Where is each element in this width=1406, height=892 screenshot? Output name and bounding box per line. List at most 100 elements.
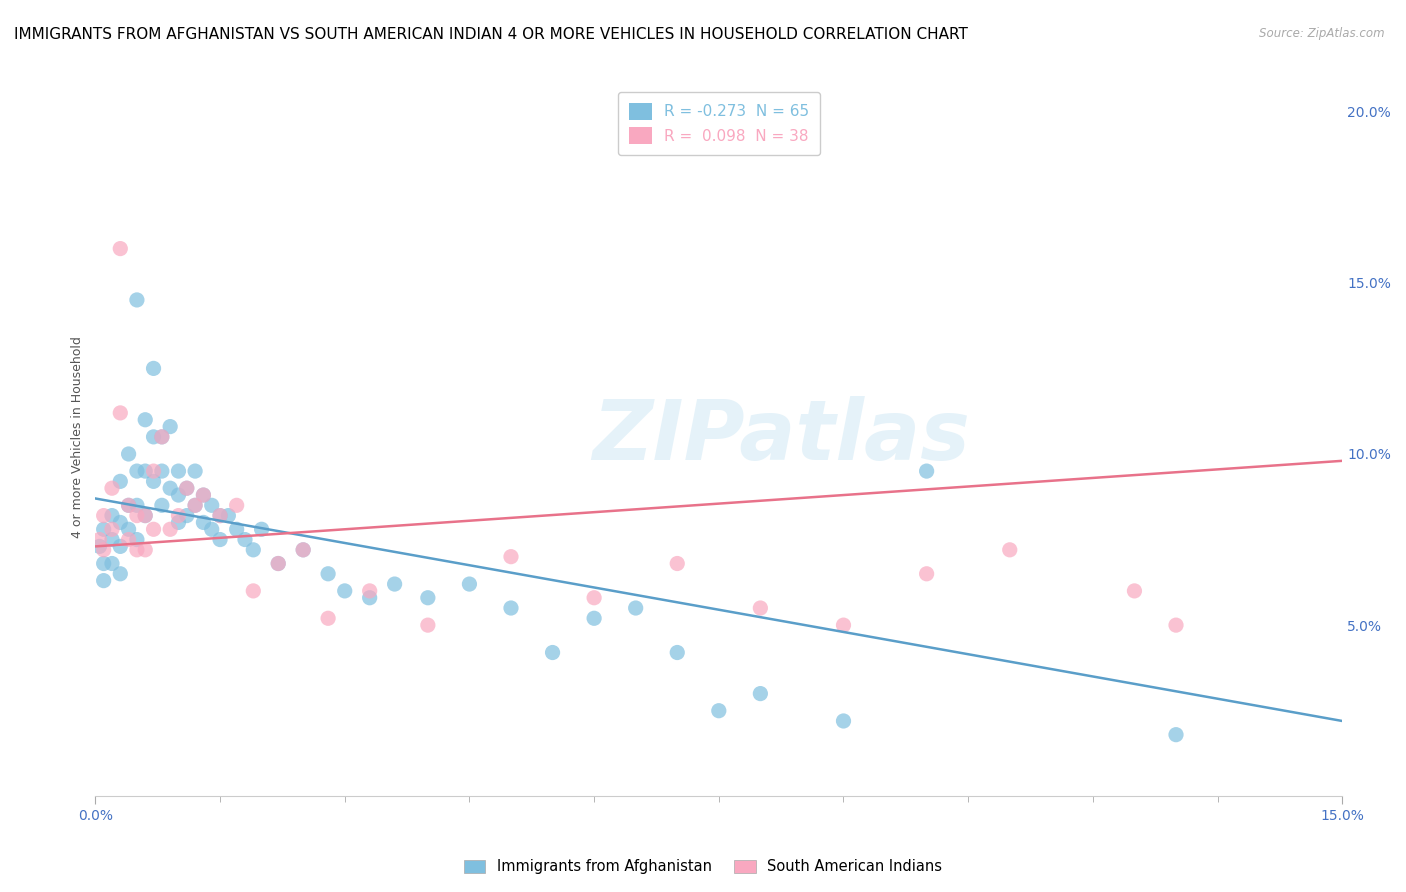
Point <box>209 508 232 523</box>
Point <box>125 508 148 523</box>
Point <box>217 508 239 523</box>
Point <box>193 488 215 502</box>
Point <box>101 533 124 547</box>
Point <box>316 566 339 581</box>
Point <box>117 447 139 461</box>
Point <box>915 464 938 478</box>
Point <box>89 533 111 547</box>
Point <box>159 419 181 434</box>
Y-axis label: 4 or more Vehicles in Household: 4 or more Vehicles in Household <box>72 336 84 538</box>
Point <box>110 406 132 420</box>
Point <box>176 481 198 495</box>
Point <box>110 242 132 256</box>
Text: IMMIGRANTS FROM AFGHANISTAN VS SOUTH AMERICAN INDIAN 4 OR MORE VEHICLES IN HOUSE: IMMIGRANTS FROM AFGHANISTAN VS SOUTH AME… <box>14 27 967 42</box>
Point <box>176 481 198 495</box>
Point <box>134 508 156 523</box>
Point <box>184 499 207 513</box>
Point <box>1164 728 1187 742</box>
Point <box>233 533 256 547</box>
Point <box>142 430 165 444</box>
Point <box>541 646 564 660</box>
Point <box>707 704 730 718</box>
Point <box>292 542 315 557</box>
Point <box>134 464 156 478</box>
Text: Source: ZipAtlas.com: Source: ZipAtlas.com <box>1260 27 1385 40</box>
Point <box>117 522 139 536</box>
Point <box>666 557 689 571</box>
Point <box>201 499 224 513</box>
Point <box>125 533 148 547</box>
Point <box>134 542 156 557</box>
Point <box>225 499 247 513</box>
Point <box>316 611 339 625</box>
Point <box>117 499 139 513</box>
Point <box>458 577 481 591</box>
Point <box>499 601 522 615</box>
Point <box>832 714 855 728</box>
Point <box>416 618 439 632</box>
Point <box>167 516 190 530</box>
Point <box>292 542 315 557</box>
Point <box>134 413 156 427</box>
Point <box>193 516 215 530</box>
Point <box>125 542 148 557</box>
Point <box>583 611 606 625</box>
Point <box>416 591 439 605</box>
Point <box>359 591 381 605</box>
Point <box>159 522 181 536</box>
Point <box>201 522 224 536</box>
Point <box>167 508 190 523</box>
Point <box>209 508 232 523</box>
Point <box>749 601 772 615</box>
Point <box>225 522 247 536</box>
Point <box>167 488 190 502</box>
Point <box>150 430 173 444</box>
Point <box>93 574 115 588</box>
Point <box>384 577 406 591</box>
Point <box>209 533 232 547</box>
Point <box>150 430 173 444</box>
Point <box>110 540 132 554</box>
Point <box>125 499 148 513</box>
Point <box>359 583 381 598</box>
Point <box>176 508 198 523</box>
Point <box>242 542 264 557</box>
Point <box>499 549 522 564</box>
Point <box>167 464 190 478</box>
Point <box>101 557 124 571</box>
Point <box>749 687 772 701</box>
Point <box>242 583 264 598</box>
Text: ZIPatlas: ZIPatlas <box>592 396 970 477</box>
Point <box>193 488 215 502</box>
Point <box>101 508 124 523</box>
Point <box>184 499 207 513</box>
Point <box>267 557 290 571</box>
Legend: Immigrants from Afghanistan, South American Indians: Immigrants from Afghanistan, South Ameri… <box>458 854 948 880</box>
Point <box>125 464 148 478</box>
Point <box>110 475 132 489</box>
Point <box>142 464 165 478</box>
Point <box>110 566 132 581</box>
Point <box>150 499 173 513</box>
Point <box>125 293 148 307</box>
Point <box>998 542 1021 557</box>
Point <box>101 522 124 536</box>
Point <box>110 516 132 530</box>
Point <box>89 540 111 554</box>
Point <box>915 566 938 581</box>
Point <box>624 601 647 615</box>
Point <box>583 591 606 605</box>
Point <box>142 522 165 536</box>
Legend: R = -0.273  N = 65, R =  0.098  N = 38: R = -0.273 N = 65, R = 0.098 N = 38 <box>619 92 820 154</box>
Point <box>184 464 207 478</box>
Point <box>666 646 689 660</box>
Point <box>142 361 165 376</box>
Point <box>267 557 290 571</box>
Point <box>1164 618 1187 632</box>
Point <box>333 583 356 598</box>
Point <box>93 557 115 571</box>
Point <box>117 533 139 547</box>
Point <box>250 522 273 536</box>
Point <box>142 475 165 489</box>
Point <box>150 464 173 478</box>
